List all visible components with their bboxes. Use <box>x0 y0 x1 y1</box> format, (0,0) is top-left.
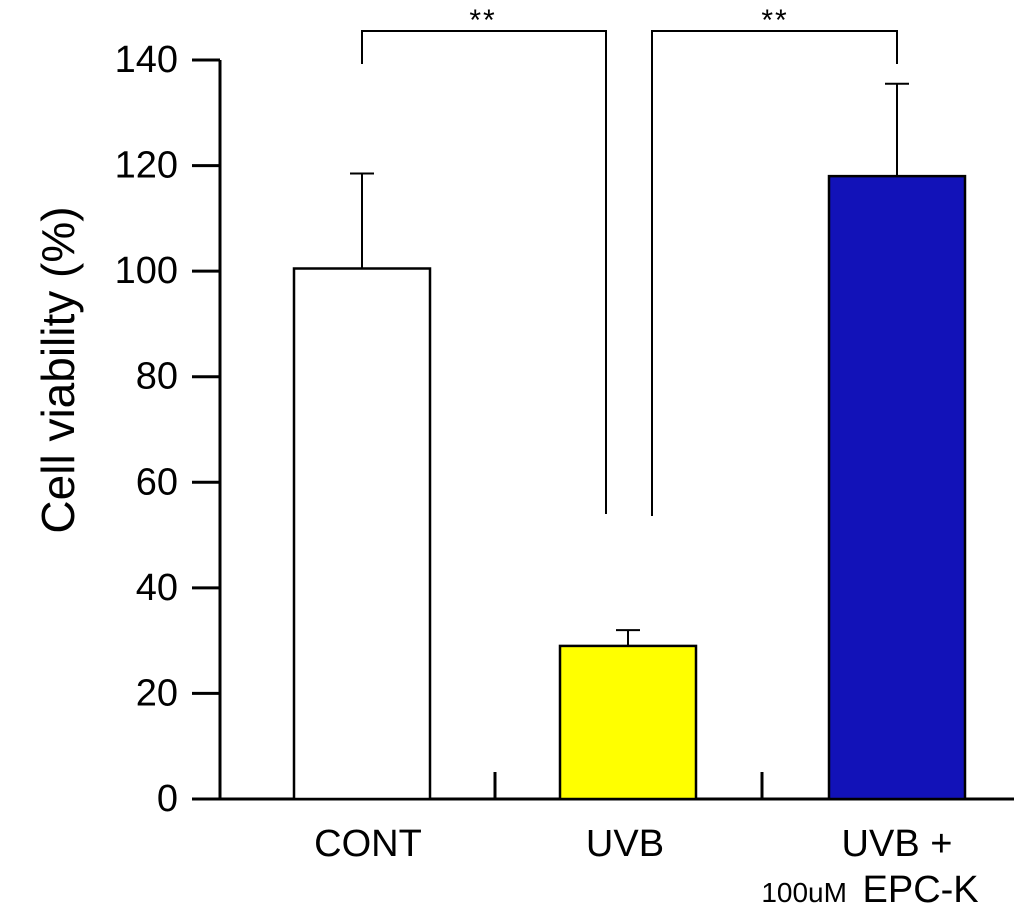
x-tick-label-3-line2-small: 100uM_ <box>761 877 863 905</box>
x-tick-labels: CONT UVB UVB + 100uM_EPC-K <box>314 823 978 905</box>
y-tick-label-140: 140 <box>115 39 178 81</box>
y-tick-label-100: 100 <box>115 250 178 292</box>
x-tick-label-3-line2-large: EPC-K <box>863 869 979 905</box>
significance-bracket-1 <box>361 30 607 514</box>
bar-2 <box>558 644 698 801</box>
x-tick-label-1: CONT <box>314 823 422 865</box>
y-tick-label-40: 40 <box>136 567 178 609</box>
bars <box>292 174 967 801</box>
x-tick-label-3: UVB + <box>842 823 953 865</box>
y-ticks: 0 20 40 60 80 100 120 140 <box>115 39 220 820</box>
y-tick-label-20: 20 <box>136 672 178 714</box>
significance-label-1: ** <box>469 4 496 37</box>
bar-3 <box>827 174 967 801</box>
error-bars <box>350 82 909 646</box>
y-axis-title: Cell viability (%) <box>32 206 84 533</box>
significance-bracket-2 <box>651 30 898 516</box>
y-tick-label-0: 0 <box>157 778 178 820</box>
y-tick-label-120: 120 <box>115 145 178 187</box>
bar-1 <box>292 267 432 801</box>
significance-brackets: ** ** <box>361 4 898 516</box>
y-tick-label-80: 80 <box>136 356 178 398</box>
x-tick-label-2: UVB <box>586 823 664 865</box>
y-tick-label-60: 60 <box>136 461 178 503</box>
significance-label-2: ** <box>761 4 788 37</box>
x-tick-label-3-line2: 100uM_EPC-K <box>761 869 978 905</box>
